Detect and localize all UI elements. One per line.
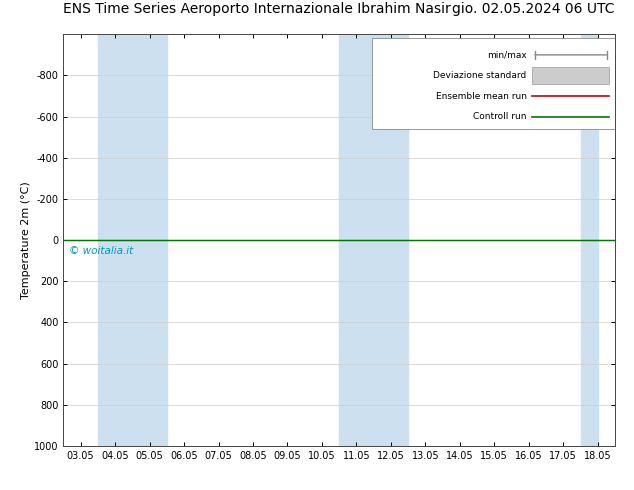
Text: Controll run: Controll run — [473, 112, 527, 121]
Text: min/max: min/max — [487, 50, 527, 59]
Text: ENS Time Series Aeroporto Internazionale Ibrahim Nasir: ENS Time Series Aeroporto Internazionale… — [63, 2, 451, 17]
Text: gio. 02.05.2024 06 UTC: gio. 02.05.2024 06 UTC — [453, 2, 615, 17]
FancyBboxPatch shape — [372, 38, 615, 129]
Y-axis label: Temperature 2m (°C): Temperature 2m (°C) — [22, 181, 31, 299]
Text: Ensemble mean run: Ensemble mean run — [436, 92, 527, 100]
FancyBboxPatch shape — [533, 67, 609, 84]
Bar — [98, 34, 167, 446]
Text: © woitalia.it: © woitalia.it — [69, 246, 133, 256]
Bar — [581, 34, 598, 446]
Bar — [339, 34, 408, 446]
Text: Deviazione standard: Deviazione standard — [434, 71, 527, 80]
